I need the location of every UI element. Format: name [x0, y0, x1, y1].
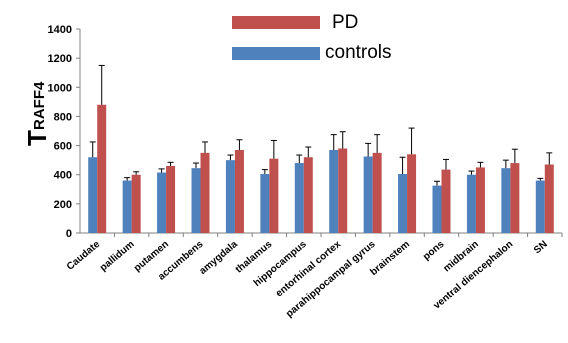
bar-pd	[166, 165, 176, 233]
legend-label-pd: PD	[332, 12, 358, 33]
bar-pd	[441, 169, 451, 233]
bar-controls	[398, 173, 408, 233]
bar-pd	[475, 167, 485, 233]
bar-controls	[260, 173, 270, 233]
bar-pd	[97, 104, 107, 234]
x-tick-label: pallidum	[98, 239, 137, 274]
y-axis-label: T RAFF4	[22, 81, 52, 146]
bar-controls	[501, 168, 511, 233]
bar-pd	[269, 158, 279, 233]
y-tick-label: 400	[54, 170, 72, 182]
y-tick-label: 1200	[48, 53, 72, 65]
x-tick-labels: Caudatepallidumputamenaccumbensamygdalat…	[65, 239, 550, 320]
legend-swatch-controls	[232, 47, 320, 60]
bar-pd	[338, 148, 348, 233]
bar-controls	[225, 160, 235, 233]
x-tick-label: SN	[532, 239, 550, 256]
y-tick-label: 1000	[48, 82, 72, 94]
legend-label-controls: controls	[325, 42, 392, 63]
bar-pd	[544, 164, 554, 233]
bar-controls	[88, 157, 98, 233]
bar-pd	[131, 174, 141, 233]
y-tick-label: 600	[54, 141, 72, 153]
legend: PD controls	[232, 12, 392, 63]
bar-controls	[466, 174, 476, 233]
bar-controls	[122, 180, 132, 233]
bars	[88, 64, 554, 234]
bar-pd	[372, 152, 382, 233]
bar-pd	[407, 154, 417, 233]
y-tick-label: 200	[54, 199, 72, 211]
bar-pd	[200, 152, 210, 233]
x-tick-label: pons	[421, 239, 447, 263]
bar-controls	[191, 168, 201, 233]
y-tick-label: 1400	[48, 24, 72, 36]
bar-controls	[432, 185, 442, 233]
y-axis-label-sub: RAFF4	[31, 81, 48, 130]
y-tick-label: 0	[66, 228, 72, 240]
y-axis-label-main: T	[22, 130, 52, 146]
bar-pd	[510, 163, 520, 233]
x-tick-label: amygdala	[197, 239, 240, 277]
bar-pd	[234, 149, 244, 233]
bar-controls	[294, 163, 304, 233]
bar-pd	[303, 157, 313, 233]
bar-controls	[535, 180, 545, 233]
bar-controls	[363, 156, 373, 233]
y-tick-label: 800	[54, 111, 72, 123]
bar-controls	[157, 172, 167, 233]
bar-controls	[329, 149, 339, 233]
legend-swatch-pd	[232, 16, 320, 29]
x-tick-label: Caudate	[65, 239, 103, 273]
